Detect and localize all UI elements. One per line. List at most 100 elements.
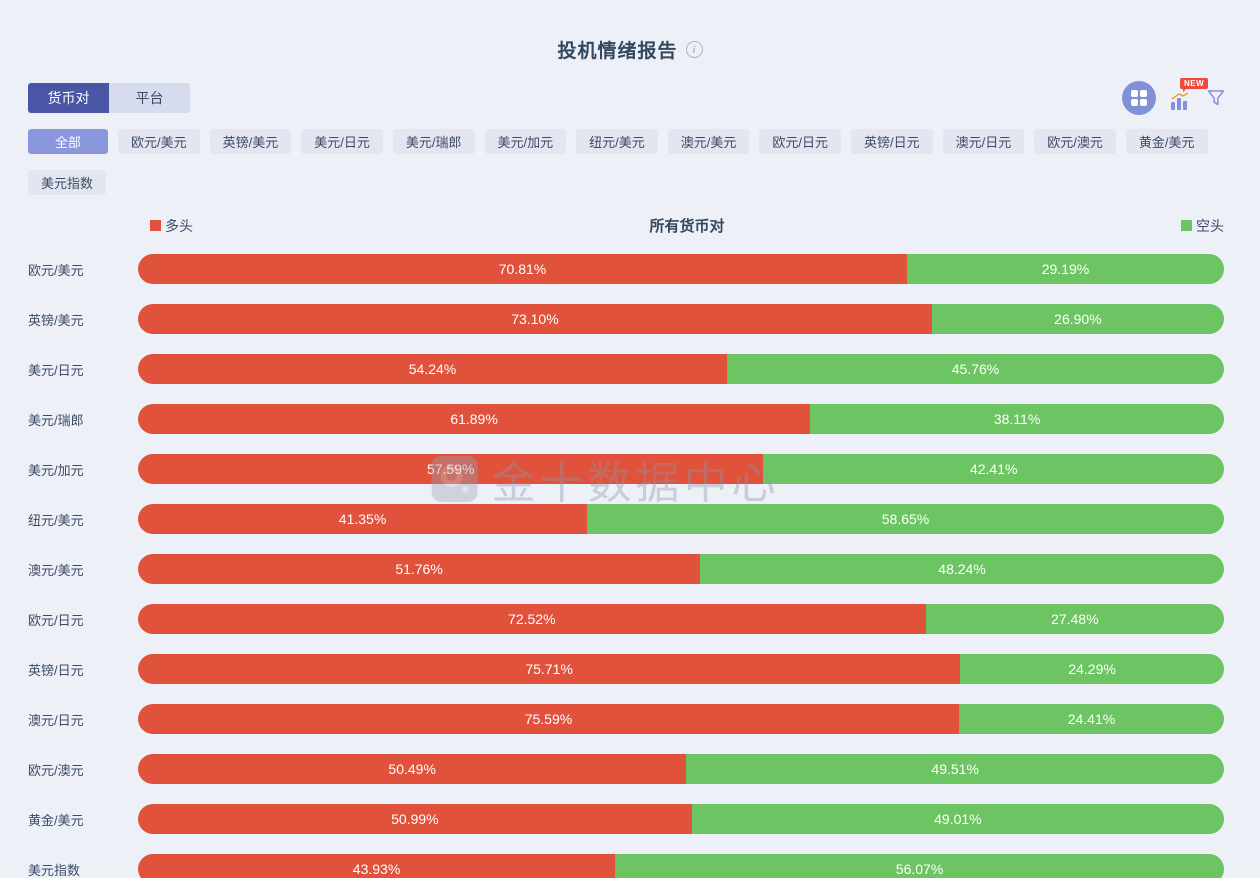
segment-value: 49.01% bbox=[934, 811, 982, 827]
sentiment-bar[interactable]: 61.89% 38.11% bbox=[138, 404, 1224, 434]
info-icon[interactable]: i bbox=[685, 41, 703, 58]
sentiment-bar[interactable]: 50.49% 49.51% bbox=[138, 754, 1224, 784]
sentiment-bar[interactable]: 70.81% 29.19% bbox=[138, 254, 1224, 284]
segment-value: 24.41% bbox=[1067, 711, 1116, 727]
sentiment-bar[interactable]: 72.52% 27.48% bbox=[138, 604, 1224, 634]
bar-row-label: 美元/日元 bbox=[28, 362, 84, 378]
legend-short-swatch bbox=[1181, 220, 1192, 231]
long-segment: 73.10% bbox=[138, 304, 932, 334]
segment-value: 42.41% bbox=[969, 461, 1018, 477]
segment-value: 70.81% bbox=[498, 261, 547, 277]
bar-row-label: 欧元/美元 bbox=[28, 262, 84, 278]
segment-value: 48.24% bbox=[938, 561, 986, 577]
filter-纽元/美元[interactable]: 纽元/美元 bbox=[576, 129, 658, 154]
bar-row-label: 澳元/美元 bbox=[28, 562, 84, 578]
segment-value: 61.89% bbox=[450, 411, 498, 427]
segment-value: 24.29% bbox=[1068, 661, 1116, 677]
filter-欧元/澳元[interactable]: 欧元/澳元 bbox=[1034, 129, 1116, 154]
segment-value: 45.76% bbox=[951, 361, 1000, 377]
grid-view-icon bbox=[1131, 90, 1147, 106]
bar-row: 美元/瑞郎 61.89% 38.11% bbox=[0, 394, 1260, 444]
filter-欧元/美元[interactable]: 欧元/美元 bbox=[118, 129, 200, 154]
bar-row-label: 英镑/美元 bbox=[28, 312, 84, 328]
bar-row-label: 美元/加元 bbox=[28, 462, 84, 478]
legend-short-label: 空头 bbox=[1196, 217, 1224, 234]
segment-value: 56.07% bbox=[895, 861, 944, 877]
segment-value: 58.65% bbox=[881, 511, 930, 527]
sentiment-bar[interactable]: 50.99% 49.01% bbox=[138, 804, 1224, 834]
short-segment: 27.48% bbox=[925, 604, 1224, 634]
segment-value: 41.35% bbox=[338, 511, 387, 527]
bar-row: 纽元/美元 41.35% 58.65% bbox=[0, 494, 1260, 544]
sentiment-chart: 多头 所有货币对 空头 欧元/美元 70.81% 29.19% 英镑/美元 73.10%… bbox=[0, 215, 1260, 878]
bar-row: 澳元/美元 51.76% 48.24% bbox=[0, 544, 1260, 594]
short-segment: 24.29% bbox=[960, 654, 1224, 684]
sentiment-bar[interactable]: 75.59% 24.41% bbox=[138, 704, 1224, 734]
tab-currency-pair[interactable]: 货币对 bbox=[28, 83, 109, 113]
segment-value: 73.10% bbox=[511, 311, 559, 327]
sentiment-bar[interactable]: 75.71% 24.29% bbox=[138, 654, 1224, 684]
sentiment-bar[interactable]: 73.10% 26.90% bbox=[138, 304, 1224, 334]
tab-platform[interactable]: 平台 bbox=[109, 83, 190, 113]
bar-row-label: 美元/瑞郎 bbox=[28, 412, 84, 428]
sentiment-bar[interactable]: 51.76% 48.24% bbox=[138, 554, 1224, 584]
segment-value: 57.59% bbox=[426, 461, 475, 477]
filter-美元/加元[interactable]: 美元/加元 bbox=[484, 129, 567, 154]
filter-英镑/美元[interactable]: 英镑/美元 bbox=[209, 129, 292, 154]
chart-header: 多头 所有货币对 空头 bbox=[0, 215, 1260, 236]
long-segment: 41.35% bbox=[138, 504, 588, 534]
sentiment-bar[interactable]: 41.35% 58.65% bbox=[138, 504, 1224, 534]
short-segment: 58.65% bbox=[587, 504, 1224, 534]
bar-row: 英镑/美元 73.10% 26.90% bbox=[0, 294, 1260, 344]
chart-rows: 欧元/美元 70.81% 29.19% 英镑/美元 73.10% 26.90% 美元/日元 5… bbox=[0, 244, 1260, 878]
grid-view-button[interactable] bbox=[1122, 81, 1156, 115]
filter-欧元/日元[interactable]: 欧元/日元 bbox=[759, 129, 842, 154]
bar-row: 欧元/美元 70.81% 29.19% bbox=[0, 244, 1260, 294]
bar-row-label: 欧元/日元 bbox=[28, 612, 84, 628]
filter-美元/瑞郎[interactable]: 美元/瑞郎 bbox=[392, 129, 475, 154]
short-segment: 42.41% bbox=[763, 454, 1224, 484]
long-segment: 51.76% bbox=[138, 554, 701, 584]
short-segment: 49.01% bbox=[691, 804, 1224, 834]
bar-row-label: 纽元/美元 bbox=[28, 512, 84, 528]
segment-value: 38.11% bbox=[993, 411, 1041, 427]
short-segment: 24.41% bbox=[958, 704, 1224, 734]
filter-group: 全部 欧元/美元 英镑/美元 美元/日元 美元/瑞郎 美元/加元 纽元/美元 澳元/美元 欧元/… bbox=[28, 129, 1236, 195]
bar-row-label: 黄金/美元 bbox=[28, 812, 84, 828]
segment-value: 54.24% bbox=[408, 361, 457, 377]
sentiment-bar[interactable]: 54.24% 45.76% bbox=[138, 354, 1224, 384]
segment-value: 75.59% bbox=[524, 711, 573, 727]
short-segment: 38.11% bbox=[810, 404, 1224, 434]
filter-美元/日元[interactable]: 美元/日元 bbox=[301, 129, 383, 154]
short-segment: 48.24% bbox=[700, 554, 1224, 584]
bar-row: 欧元/澳元 50.49% 49.51% bbox=[0, 744, 1260, 794]
chart-view-button[interactable]: NEW bbox=[1170, 78, 1209, 110]
short-segment: 56.07% bbox=[615, 854, 1224, 878]
segment-value: 50.49% bbox=[388, 761, 436, 777]
filter-黄金/美元[interactable]: 黄金/美元 bbox=[1125, 129, 1208, 154]
filter-澳元/美元[interactable]: 澳元/美元 bbox=[667, 129, 750, 154]
filter-funnel-icon[interactable] bbox=[1206, 88, 1226, 108]
segment-value: 51.76% bbox=[395, 561, 443, 577]
long-segment: 70.81% bbox=[138, 254, 907, 284]
segment-value: 50.99% bbox=[391, 811, 439, 827]
short-segment: 26.90% bbox=[931, 304, 1224, 334]
filter-全部[interactable]: 全部 bbox=[28, 129, 109, 154]
segment-value: 49.51% bbox=[931, 761, 979, 777]
sentiment-bar[interactable]: 43.93% 56.07% bbox=[138, 854, 1224, 878]
segment-value: 75.71% bbox=[525, 661, 573, 677]
legend-long-label: 多头 bbox=[165, 217, 193, 234]
page-title: 投机情绪报告 bbox=[557, 41, 678, 62]
filter-美元指数[interactable]: 美元指数 bbox=[28, 170, 107, 195]
bar-row: 美元/日元 54.24% 45.76% bbox=[0, 344, 1260, 394]
long-segment: 57.59% bbox=[138, 454, 764, 484]
sentiment-bar[interactable]: 57.59% 42.41% bbox=[138, 454, 1224, 484]
short-segment: 45.76% bbox=[727, 354, 1224, 384]
filter-澳元/日元[interactable]: 澳元/日元 bbox=[942, 129, 1025, 154]
chart-title: 所有货币对 bbox=[649, 218, 725, 235]
bar-row-label: 美元指数 bbox=[28, 862, 81, 878]
bar-row-label: 英镑/日元 bbox=[28, 662, 84, 678]
bar-chart-icon bbox=[1171, 92, 1189, 110]
long-segment: 50.49% bbox=[138, 754, 687, 784]
filter-英镑/日元[interactable]: 英镑/日元 bbox=[851, 129, 933, 154]
